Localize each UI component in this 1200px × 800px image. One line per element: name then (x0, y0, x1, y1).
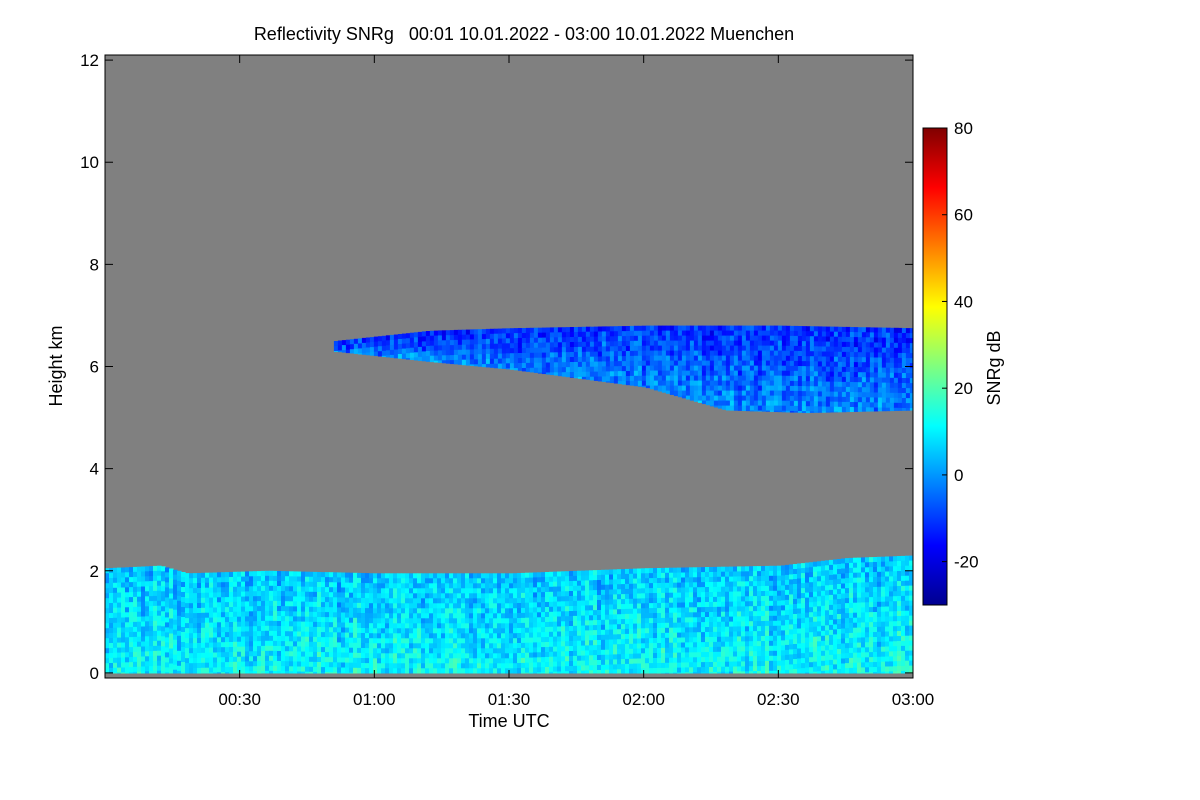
y-tick-label: 2 (90, 562, 99, 581)
x-axis: 00:30 01:00 01:30 02:00 02:30 03:00 (218, 55, 934, 709)
colorbar (922, 127, 948, 606)
colorbar-tick-label: 0 (954, 466, 963, 485)
colorbar-tick-label: 40 (954, 292, 973, 311)
y-tick-label: 4 (90, 460, 99, 479)
echo-region (105, 555, 913, 674)
y-tick-label: 0 (90, 664, 99, 683)
colorbar-tick-label: -20 (954, 553, 979, 572)
colorbar-ticks: -20 0 20 40 60 80 (942, 119, 979, 572)
y-tick-label: 8 (90, 255, 99, 274)
x-axis-label: Time UTC (468, 711, 549, 731)
x-tick-label: 03:00 (892, 690, 935, 709)
y-axis-label: Height km (46, 325, 66, 406)
chart-title: Reflectivity SNRg 00:01 10.01.2022 - 03:… (254, 24, 794, 44)
colorbar-label: SNRg dB (984, 330, 1004, 405)
x-tick-label: 02:00 (622, 690, 665, 709)
y-tick-label: 6 (90, 358, 99, 377)
x-tick-label: 01:30 (488, 690, 531, 709)
x-tick-label: 00:30 (218, 690, 261, 709)
y-tick-label: 12 (80, 51, 99, 70)
colorbar-tick-label: 60 (954, 206, 973, 225)
colorbar-tick-label: 20 (954, 379, 973, 398)
x-tick-label: 02:30 (757, 690, 800, 709)
echo-layer (105, 325, 913, 674)
x-tick-label: 01:00 (353, 690, 396, 709)
y-axis: 0 2 4 6 8 10 12 (80, 51, 913, 683)
echo-region (333, 325, 913, 414)
colorbar-tick-label: 80 (954, 119, 973, 138)
y-tick-label: 10 (80, 153, 99, 172)
